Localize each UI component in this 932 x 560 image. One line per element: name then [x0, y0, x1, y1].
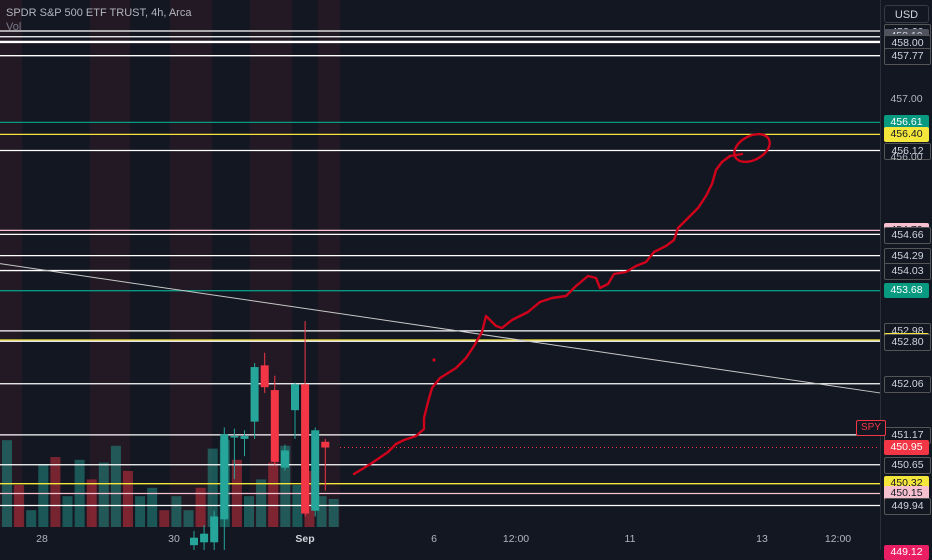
- volume-bar: [98, 462, 109, 527]
- volume-bar: [147, 487, 158, 527]
- symbol-title: SPDR S&P 500 ETF TRUST, 4h, Arca: [6, 7, 192, 19]
- volume-bar: [195, 487, 206, 527]
- volume-bar: [171, 496, 182, 527]
- time-tick-label: Sep: [295, 533, 315, 545]
- candle[interactable]: [291, 384, 299, 411]
- volume-bar: [159, 510, 170, 527]
- candle[interactable]: [210, 516, 219, 543]
- candle[interactable]: [230, 436, 239, 438]
- volume-indicator-label[interactable]: Vol: [6, 21, 22, 33]
- time-tick-label: 11: [624, 533, 636, 545]
- price-label[interactable]: 450.15: [884, 485, 929, 501]
- trend-line[interactable]: [0, 263, 881, 394]
- currency-button[interactable]: USD: [884, 5, 929, 23]
- volume-bar: [244, 496, 254, 527]
- volume-bar: [183, 510, 194, 527]
- candle[interactable]: [220, 434, 229, 520]
- candle[interactable]: [311, 430, 320, 511]
- volume-bar: [304, 471, 315, 527]
- session-band-1: [90, 0, 130, 527]
- session-band-0: [0, 0, 22, 527]
- volume-bar: [316, 496, 327, 527]
- price-axis-separator: [880, 0, 881, 550]
- price-label[interactable]: 456.12: [884, 142, 931, 160]
- volume-bar: [268, 462, 279, 527]
- volume-bar: [135, 496, 146, 527]
- price-label[interactable]: 453.68: [884, 283, 929, 299]
- time-tick-label: 12:00: [824, 533, 852, 545]
- volume-bar: [38, 464, 49, 527]
- candle[interactable]: [321, 441, 330, 448]
- price-label[interactable]: 454.66: [884, 226, 931, 244]
- price-label[interactable]: 450.95: [884, 440, 929, 455]
- candle[interactable]: [301, 384, 310, 514]
- price-tick-label: 457.00: [890, 93, 923, 106]
- candle[interactable]: [270, 390, 279, 462]
- price-label[interactable]: 454.03: [884, 263, 931, 281]
- time-tick-label: 13: [756, 533, 768, 545]
- spy-symbol-tag: SPY: [856, 420, 887, 436]
- price-label[interactable]: 452.80: [884, 333, 931, 351]
- price-label[interactable]: 457.77: [884, 48, 931, 66]
- candle[interactable]: [200, 533, 209, 543]
- drawing-dot: [432, 358, 436, 362]
- candle[interactable]: [250, 367, 259, 422]
- volume-bar: [110, 445, 121, 527]
- session-band-2: [170, 0, 212, 527]
- price-label[interactable]: 458.00: [884, 34, 931, 52]
- volume-bar: [86, 479, 97, 527]
- price-label[interactable]: 456.40: [884, 126, 929, 142]
- price-tick-label: 456.00: [890, 150, 923, 163]
- candle[interactable]: [190, 537, 198, 546]
- volume-bar: [26, 510, 37, 527]
- volume-bar: [256, 479, 267, 527]
- volume-bar: [50, 457, 61, 527]
- time-tick-label: 6: [431, 533, 437, 545]
- volume-bar: [62, 496, 73, 527]
- price-label[interactable]: 452.06: [884, 376, 931, 394]
- chart-header: SPDR S&P 500 ETF TRUST, 4h, Arca Vol: [6, 6, 191, 34]
- volume-bar: [328, 499, 339, 527]
- time-tick-label: 12:00: [502, 533, 530, 545]
- price-label[interactable]: 456.61: [884, 114, 929, 130]
- price-label[interactable]: 450.65: [884, 457, 931, 475]
- volume-bar: [280, 445, 291, 527]
- volume-bar: [123, 471, 133, 527]
- volume-bar: [207, 448, 218, 527]
- hand-drawn-target-circle[interactable]: [730, 128, 775, 167]
- time-tick-label: 28: [36, 533, 48, 545]
- price-label[interactable]: 449.12: [884, 545, 929, 560]
- session-band-4: [318, 0, 340, 527]
- candle[interactable]: [280, 450, 289, 468]
- hand-drawn-projection-path[interactable]: [352, 152, 744, 476]
- price-label[interactable]: 449.94: [884, 498, 931, 516]
- candle[interactable]: [240, 436, 249, 439]
- time-tick-label: 30: [168, 533, 180, 545]
- candle[interactable]: [260, 365, 269, 388]
